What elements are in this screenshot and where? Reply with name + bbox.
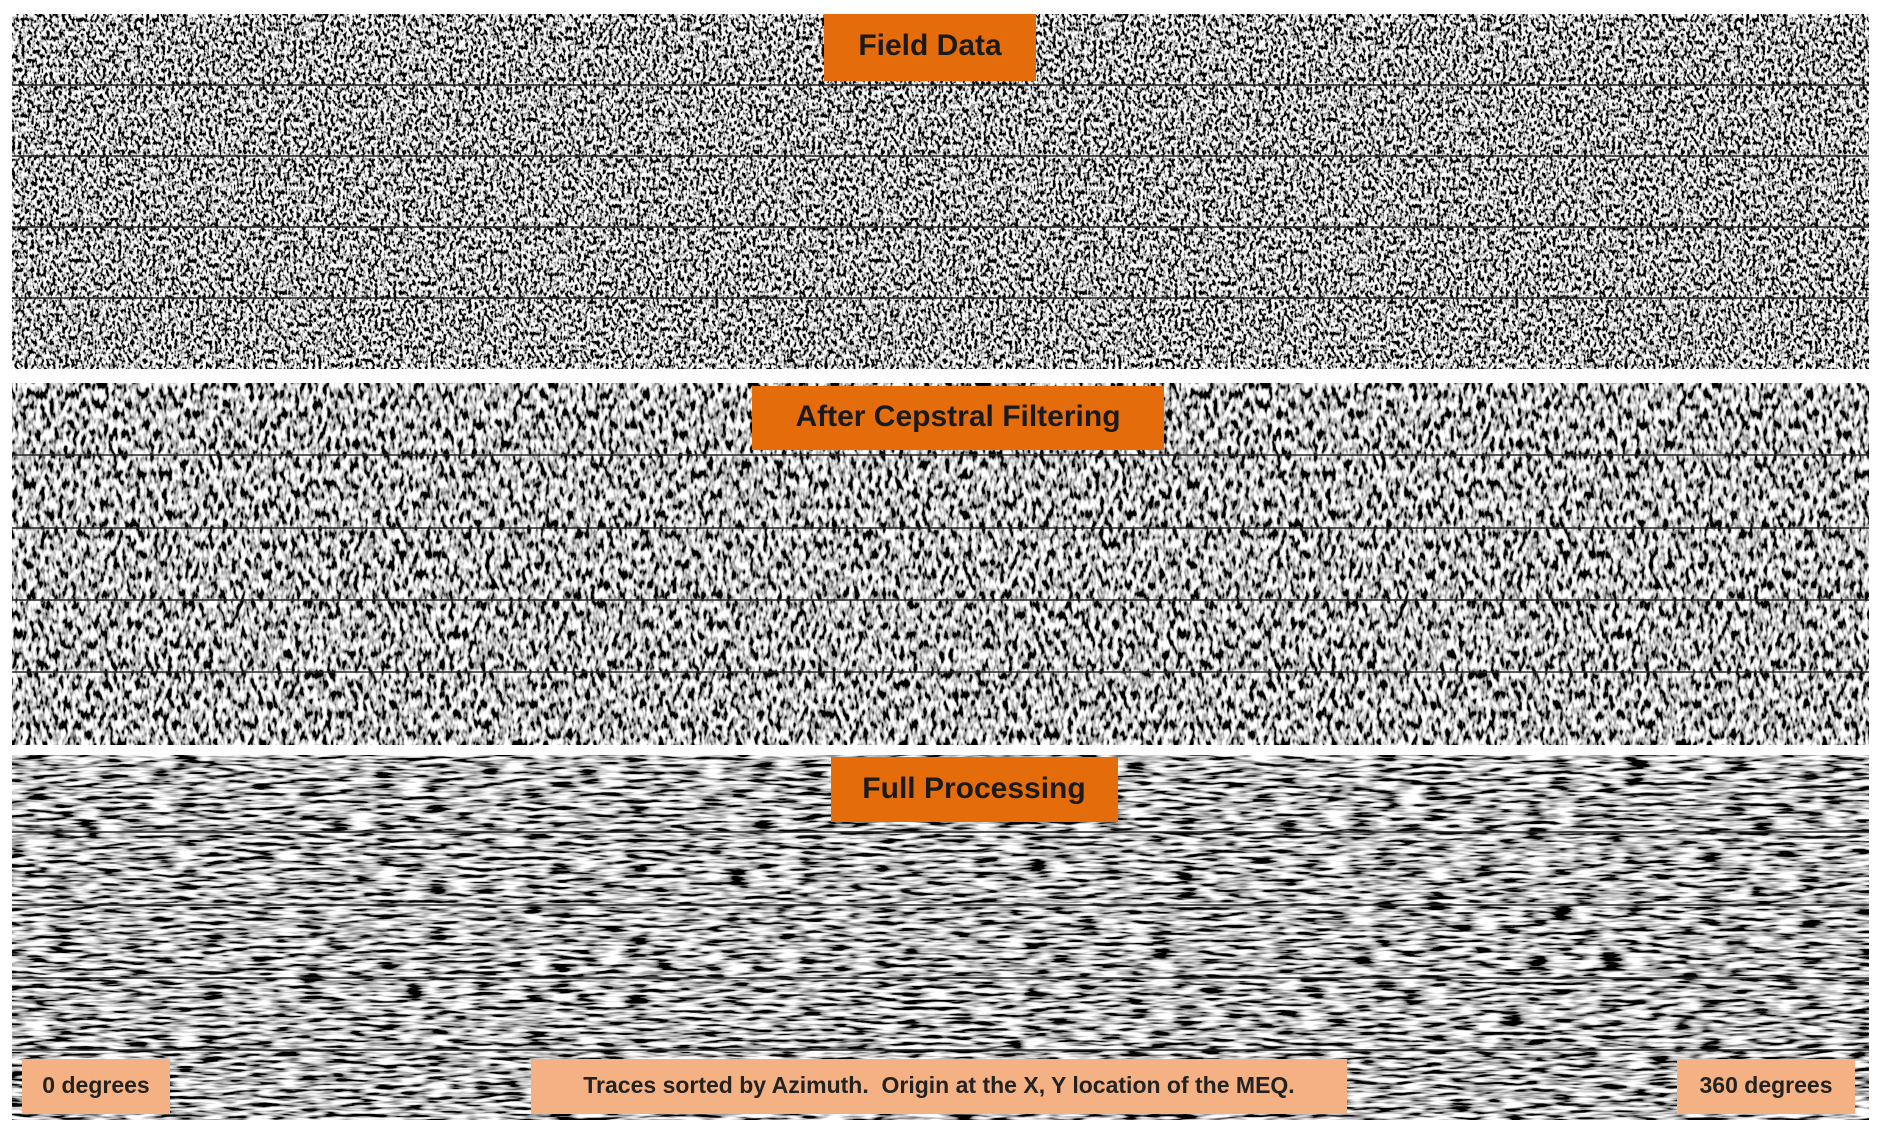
title-box	[752, 386, 1164, 450]
panel-cepstral: After Cepstral Filtering	[12, 383, 1869, 745]
panel-title: Field Data	[858, 29, 1002, 62]
note-label: Traces sorted by Azimuth. Origin at the …	[583, 1072, 1294, 1098]
row-lines	[12, 84, 1869, 299]
panel-full-processing: Full Processing 0 degrees Traces sorted …	[12, 755, 1869, 1120]
row-lines	[12, 831, 1869, 1051]
note-box	[1677, 1059, 1855, 1114]
panel-title: Full Processing	[862, 772, 1085, 805]
panel-title: After Cepstral Filtering	[795, 400, 1120, 433]
end-label: 360 degrees	[1700, 1072, 1833, 1098]
note-box	[531, 1059, 1347, 1114]
start-label: 0 degrees	[42, 1072, 149, 1098]
panel-field-data: Field Data	[12, 14, 1869, 369]
title-box	[824, 14, 1036, 81]
note-box	[22, 1059, 170, 1114]
row-lines	[12, 454, 1869, 673]
title-box	[831, 757, 1118, 822]
